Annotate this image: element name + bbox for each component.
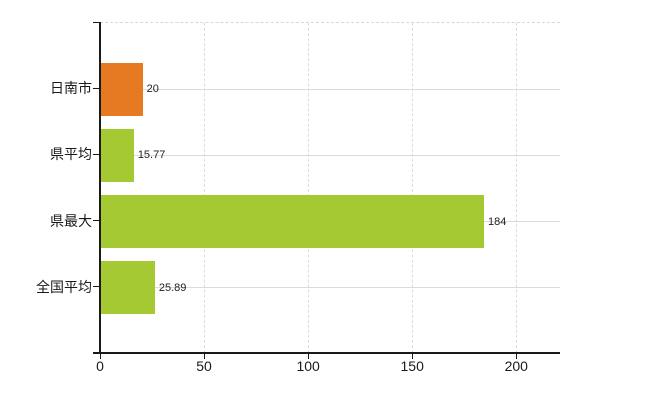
x-axis-tick xyxy=(203,353,205,359)
bar-value-label: 25.89 xyxy=(158,281,187,294)
y-axis-tick xyxy=(93,21,100,23)
y-axis-tick xyxy=(93,220,100,222)
bar-2 xyxy=(101,195,484,249)
y-axis-tick xyxy=(93,87,100,89)
bar-1 xyxy=(101,128,134,182)
x-tick-label-0: 0 xyxy=(96,358,104,374)
bar-value-label: 20 xyxy=(146,83,159,96)
x-axis-line xyxy=(93,352,560,354)
x-tick-label-1: 50 xyxy=(196,358,212,374)
y-axis-line xyxy=(99,22,101,353)
x-tick-label-4: 200 xyxy=(504,358,528,374)
gridline-horizontal xyxy=(100,287,560,289)
y-axis-tick xyxy=(93,286,100,288)
x-tick-label-2: 100 xyxy=(296,358,320,374)
x-axis-tick xyxy=(515,353,517,359)
bar-0 xyxy=(101,62,143,116)
bar-3 xyxy=(101,261,155,315)
gridline-vertical xyxy=(411,23,413,353)
gridline-vertical xyxy=(515,23,517,353)
category-label-0: 日南市 xyxy=(50,80,92,97)
category-label-1: 県平均 xyxy=(50,146,92,163)
bar-value-label: 184 xyxy=(487,215,507,228)
gridline-vertical xyxy=(307,23,309,353)
x-tick-label-3: 150 xyxy=(400,358,424,374)
category-label-2: 県最大 xyxy=(50,212,92,229)
gridline-vertical xyxy=(203,23,205,353)
gridline-horizontal xyxy=(100,154,560,156)
gridline-horizontal xyxy=(100,88,560,90)
x-axis-tick xyxy=(99,353,101,359)
y-axis-tick xyxy=(93,153,100,156)
plot-area: 20 15.77 184 25.89 xyxy=(100,22,560,353)
x-axis-tick xyxy=(307,353,309,359)
x-axis-tick xyxy=(411,353,413,359)
category-label-3: 全国平均 xyxy=(36,278,92,295)
bar-value-label: 15.77 xyxy=(137,149,166,162)
